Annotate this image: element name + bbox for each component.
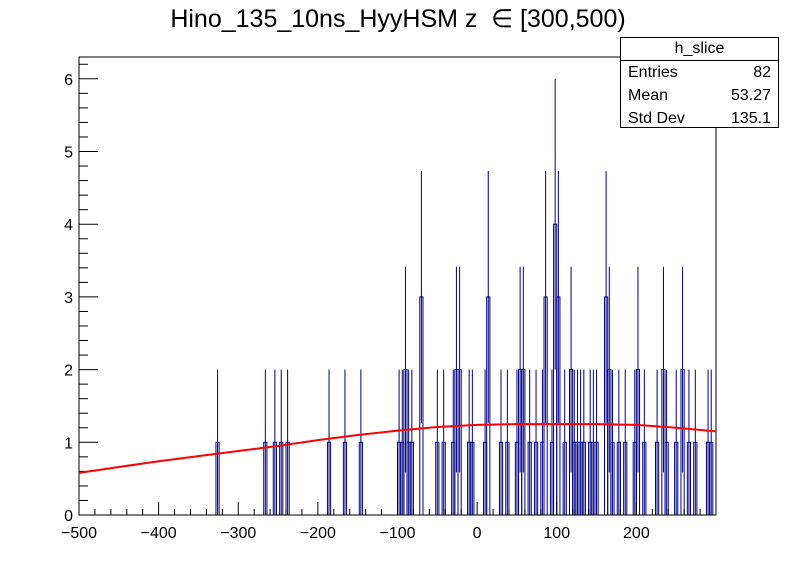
stats-box: h_slice Entries 82 Mean 53.27 Std Dev 13… (620, 37, 779, 128)
x-tick-label: −400 (141, 525, 177, 542)
chart-title: Hino_135_10ns_HyyHSM z ∈ [300,500) (170, 5, 626, 33)
stats-row-stddev: Std Dev 135.1 (621, 107, 778, 130)
x-tick-label: −500 (61, 525, 97, 542)
stats-label: Mean (628, 87, 669, 104)
y-tick-label: 1 (64, 435, 73, 452)
x-tick-label: 100 (543, 525, 570, 542)
x-tick-label: −200 (300, 525, 336, 542)
stats-value: 53.27 (730, 87, 771, 104)
stats-row-mean: Mean 53.27 (621, 84, 778, 107)
fit-curve (78, 423, 717, 474)
y-tick-label: 0 (64, 508, 73, 525)
x-tick-label: −100 (379, 525, 415, 542)
y-tick-label: 4 (64, 217, 73, 234)
stats-row-entries: Entries 82 (621, 61, 778, 84)
y-tick-label: 5 (64, 145, 73, 162)
y-tick-label: 6 (64, 72, 73, 89)
stats-value: 135.1 (730, 110, 771, 127)
y-tick-label: 2 (64, 363, 73, 380)
stats-value: 82 (753, 64, 771, 81)
stats-label: Entries (628, 64, 678, 81)
y-tick-label: 3 (64, 290, 73, 307)
x-tick-label: −300 (220, 525, 256, 542)
x-tick-label: 200 (623, 525, 650, 542)
x-tick-label: 0 (473, 525, 482, 542)
stats-box-name: h_slice (621, 38, 778, 61)
stats-label: Std Dev (628, 110, 685, 127)
